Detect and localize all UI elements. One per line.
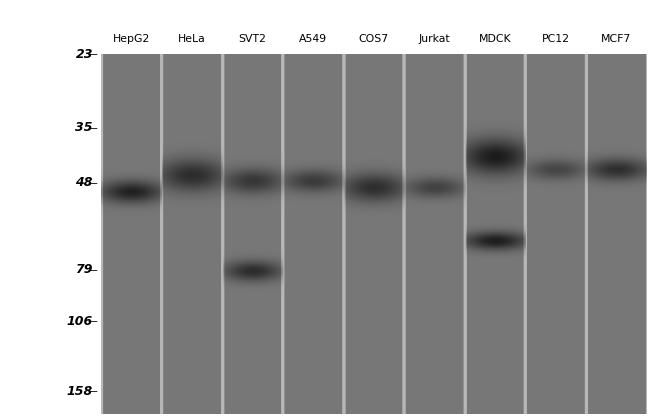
Text: PC12: PC12 [541, 33, 570, 43]
Text: 35: 35 [75, 121, 93, 134]
Text: —: — [88, 123, 97, 133]
Text: 48: 48 [75, 176, 93, 189]
Text: 79: 79 [75, 263, 93, 276]
Text: 158: 158 [67, 385, 93, 398]
Text: SVT2: SVT2 [239, 33, 266, 43]
Text: HepG2: HepG2 [112, 33, 150, 43]
Text: —: — [88, 316, 97, 326]
Text: A549: A549 [299, 33, 327, 43]
Text: 23: 23 [75, 48, 93, 61]
Text: COS7: COS7 [359, 33, 389, 43]
Text: MCF7: MCF7 [601, 33, 632, 43]
Text: —: — [88, 265, 97, 275]
Text: HeLa: HeLa [178, 33, 205, 43]
Text: 106: 106 [67, 315, 93, 328]
Text: MDCK: MDCK [479, 33, 512, 43]
Text: —: — [88, 386, 97, 396]
Text: —: — [88, 178, 97, 188]
Text: Jurkat: Jurkat [419, 33, 450, 43]
Text: —: — [88, 49, 97, 59]
